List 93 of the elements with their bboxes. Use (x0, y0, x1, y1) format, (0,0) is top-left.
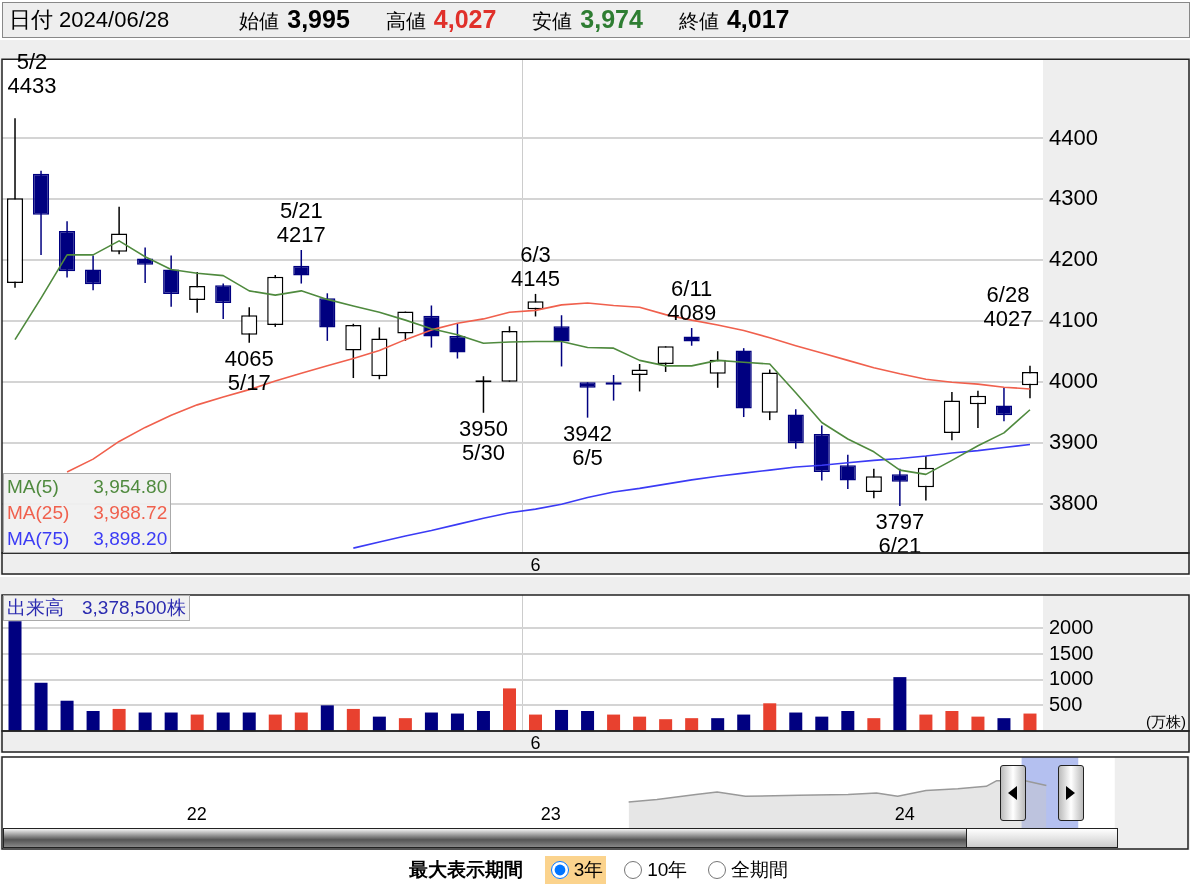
bar (581, 710, 595, 731)
candlestick (163, 254, 180, 308)
candlestick (345, 323, 362, 379)
y-tick-label: 2000 (1049, 615, 1094, 638)
annotation: 5/21 4217 (276, 198, 326, 248)
bar (971, 716, 985, 731)
candlestick (969, 390, 987, 429)
x-tick-label: 24 (894, 803, 915, 824)
candlestick (137, 246, 154, 284)
annotation: 3,954.80 (93, 475, 168, 499)
text: 安値 3,974 (532, 5, 643, 33)
bar (424, 712, 438, 731)
bar (502, 688, 516, 731)
bar (607, 714, 621, 731)
y-axis-title: (万株) (1146, 712, 1186, 730)
bar (555, 709, 569, 731)
bar (60, 700, 74, 731)
bar (346, 708, 360, 731)
bar (450, 713, 464, 731)
text: MA(75) (7, 527, 70, 551)
annotation: 3942 6/5 (563, 420, 613, 470)
bar (86, 710, 100, 731)
bar (138, 712, 152, 731)
annotation: 3950 5/30 (458, 415, 508, 465)
series-label: MA(25) (7, 501, 70, 525)
y-tick-label: 500 (1049, 692, 1083, 715)
bar (1023, 713, 1037, 731)
bar (815, 716, 829, 731)
bar (34, 682, 48, 731)
annotation: 3797 6/21 (875, 509, 925, 559)
candlestick (995, 387, 1013, 423)
bar (529, 714, 543, 731)
text: 始値 3,995 (239, 5, 350, 33)
bar (190, 714, 204, 731)
candlestick (85, 254, 102, 291)
bar (789, 712, 803, 731)
candlestick (839, 454, 856, 490)
text: 3年 (573, 858, 604, 882)
bar (398, 718, 412, 731)
bar (763, 703, 777, 731)
bar (841, 710, 855, 731)
text: MA(5) (7, 475, 59, 499)
annotation: 4065 5/17 (224, 345, 274, 395)
bar (372, 716, 386, 731)
x-tick-label: 6 (530, 554, 541, 575)
annotation: 3,898.20 (93, 527, 168, 551)
x-tick-label: 23 (540, 803, 561, 824)
bar (294, 712, 308, 731)
bar (659, 719, 673, 731)
annotation: 3,988.72 (93, 501, 168, 525)
chart-title: 日付 2024/06/28 (9, 6, 170, 34)
y-tick-label: 4300 (1049, 185, 1098, 211)
y-tick-label: 4400 (1049, 124, 1098, 150)
y-tick-label: 3800 (1049, 490, 1098, 516)
chart-title: 出来高 (7, 597, 64, 618)
text: 最大表示期間 (408, 858, 523, 882)
y-tick-label: 1000 (1049, 667, 1094, 690)
text: 10年 (647, 858, 688, 882)
bar (685, 718, 699, 731)
annotation: 3,378,500株 (82, 597, 186, 618)
annotation: 6/11 4089 (667, 276, 717, 326)
bar (633, 716, 647, 731)
candlestick (293, 249, 310, 285)
bar (737, 714, 751, 731)
annotation: 6/3 4145 (511, 241, 560, 291)
candlestick (553, 314, 570, 368)
bar (112, 708, 126, 731)
candlestick (527, 293, 544, 318)
candlestick (891, 468, 908, 507)
y-tick-label: 1500 (1049, 641, 1094, 664)
y-tick-label: 4000 (1049, 368, 1098, 394)
text: 終値 4,017 (678, 5, 790, 33)
bar (164, 712, 178, 731)
annotation: 6/28 4027 (982, 282, 1034, 331)
bar (8, 621, 22, 731)
bar (242, 712, 256, 731)
bar (893, 677, 907, 731)
text: 全期間 (731, 858, 789, 882)
y-tick-label: 4100 (1049, 307, 1098, 333)
x-tick-label: 6 (530, 732, 541, 753)
bar (476, 710, 490, 731)
y-tick-label: 4200 (1049, 246, 1098, 272)
bar (997, 718, 1011, 731)
y-tick-label: 3900 (1049, 429, 1098, 455)
bar (919, 714, 933, 731)
bar (711, 718, 725, 731)
bar (216, 712, 230, 731)
bar (268, 714, 282, 731)
x-tick-label: 22 (186, 803, 207, 824)
text: 高値 4,027 (385, 5, 497, 33)
bar (945, 710, 959, 731)
bar (320, 705, 334, 731)
bar (867, 718, 881, 731)
